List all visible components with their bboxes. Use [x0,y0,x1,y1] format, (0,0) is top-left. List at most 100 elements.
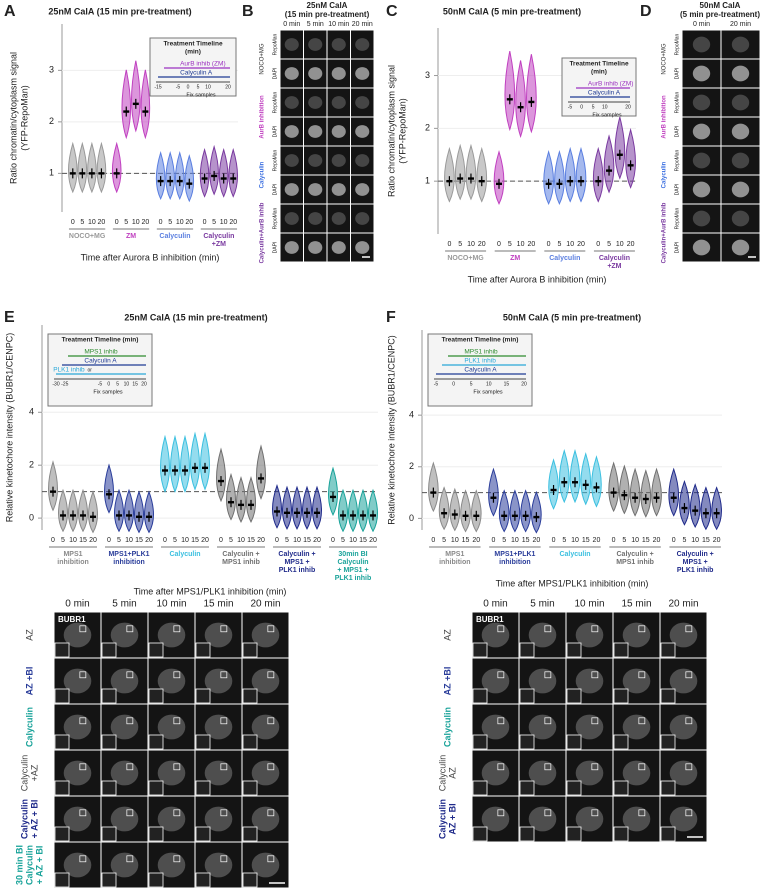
median-marker [496,182,503,186]
median-marker [621,493,628,497]
zoom-inset [472,780,488,796]
x-tick-label: 10 [517,241,525,248]
violin [170,434,180,493]
cell-signal [692,181,711,198]
violin [174,151,185,200]
violin [246,476,256,523]
chart-title: 25nM CalA (15 min pre-treatment) [48,6,191,16]
median-marker [517,106,524,109]
cell-signal [528,714,557,740]
median-marker [473,514,480,518]
x-tick-label: 0 [115,219,119,226]
channel-label: DAPI [272,184,278,196]
x-tick-label: 5 [458,241,462,248]
zoom-inset [101,688,117,704]
y-tick-label: 0 [409,513,414,523]
median-marker [142,110,149,113]
violin [428,461,439,513]
group-label: NOCO+MG [447,255,484,262]
violin [614,117,626,180]
x-tick-label: 10 [616,241,624,248]
group-label: inhibition [57,559,89,566]
median-marker [556,182,563,186]
cell-signal [157,806,186,832]
x-tick-label: 10 [467,241,475,248]
group-label: +ZM [607,263,621,270]
x-tick-label: 5 [622,537,626,544]
roi-box [126,625,134,633]
zoom-inset [195,642,211,658]
zoom-inset [195,734,211,750]
median-marker [606,169,613,172]
micrograph [280,88,303,117]
cell-signal [331,38,346,51]
cell-signal [481,714,510,740]
roi-box [267,763,275,771]
x-tick-label: 5 [562,537,566,544]
median-marker [627,164,634,167]
cell-signal [355,212,370,225]
row-label: AZ [447,767,457,779]
cell-signal [251,714,280,740]
x-tick-label: 5 [607,241,611,248]
roi-box [220,763,228,771]
violin [121,69,132,140]
inset-title: (min) [591,69,607,76]
micrograph [280,204,303,233]
inset-tick: 0 [452,381,455,387]
median-marker [172,469,178,472]
cell-signal [731,152,750,169]
zoom-inset [660,780,676,796]
micrograph [351,88,374,117]
inset-tick: -30 [52,381,59,387]
x-axis-label: Time after Aurora B inhibition (min) [81,252,220,262]
cell-signal [481,760,510,786]
y-axis-label: Ratio chromatin/cytoplasm signal [386,65,396,197]
row-label: NOCO+MG [662,43,668,75]
roi-box [220,671,228,679]
cell-signal [110,714,139,740]
roi-box [79,717,87,725]
median-marker [228,501,234,504]
x-tick-label: 5 [80,219,84,226]
x-tick-label: 5 [212,219,216,226]
violin [558,448,570,504]
group-label: ZM [126,233,136,240]
channel-label: RepoMan [272,91,278,113]
cell-signal [622,760,651,786]
channel-label: RepoMan [272,149,278,171]
median-marker [616,153,623,156]
row-label: AurB inhibition [662,95,668,139]
x-tick-label: 10 [571,537,579,544]
panel-letter: B [242,3,254,20]
row-label: Calyculin [24,845,34,885]
cell-signal [251,668,280,694]
violin [668,467,680,517]
cell-signal [692,65,711,82]
roi-box [685,809,693,817]
inset-or: or [88,367,93,373]
micrograph [304,30,327,59]
zoom-inset [519,688,535,704]
panel-title: (5 min pre-treatment) [680,10,760,19]
row-label: + AZ + BI [34,846,44,885]
row-label: Calyculin [437,755,447,792]
row-label: Calyculin [24,707,34,747]
inset-box [149,37,237,97]
cell-signal [308,154,323,167]
cell-signal [63,714,92,740]
x-tick-label: 15 [462,537,470,544]
x-tick-label: 0 [107,537,111,544]
micrograph [327,146,350,175]
zoom-inset [242,780,258,796]
row-label: Calyculin+AurB inhib [662,202,668,263]
violin [554,150,565,205]
row-label: Calyculin [19,755,29,792]
inset-tick: 10 [486,381,492,387]
zoom-inset [195,872,211,888]
roi-box [173,855,181,863]
roi-box [497,809,505,817]
median-marker [681,506,688,510]
roi-box [267,855,275,863]
roi-box [591,763,599,771]
